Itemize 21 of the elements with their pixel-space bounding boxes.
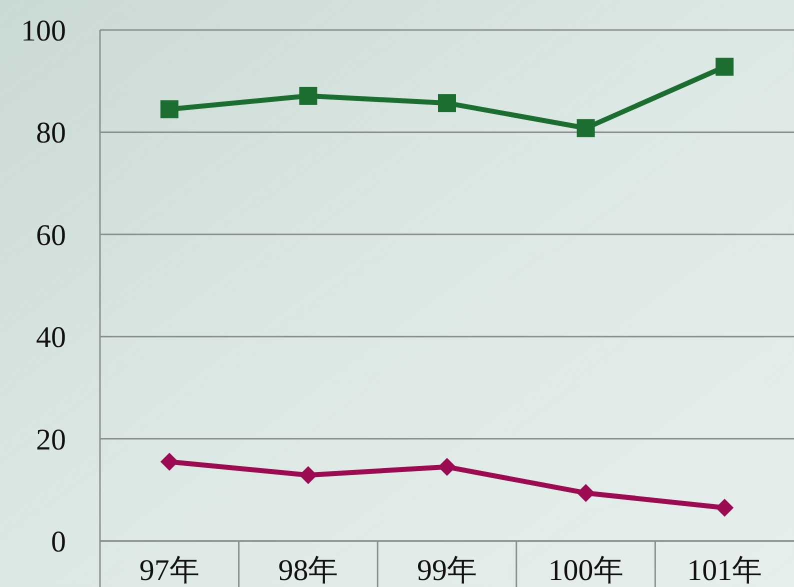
point <box>576 119 595 138</box>
x-tick-label: 100年 <box>548 554 624 587</box>
point <box>576 484 595 502</box>
x-tick-label: 99年 <box>417 554 477 587</box>
x-tick-label: 101年 <box>687 554 762 587</box>
x-tick-label: 98年 <box>278 554 338 587</box>
y-tick-label: 0 <box>51 526 66 558</box>
y-tick-label: 40 <box>36 321 66 354</box>
point <box>438 94 456 112</box>
y-tick-label: 100 <box>21 14 66 48</box>
point <box>299 466 318 484</box>
point <box>299 86 318 105</box>
y-tick-label: 80 <box>36 116 66 150</box>
point <box>160 100 178 118</box>
y-tick-label: 60 <box>36 218 66 252</box>
point <box>160 452 178 471</box>
point <box>716 498 734 517</box>
x-tick-label: 97年 <box>139 554 200 587</box>
y-tick-label: 20 <box>36 423 66 456</box>
point <box>438 458 456 476</box>
point <box>716 58 734 76</box>
